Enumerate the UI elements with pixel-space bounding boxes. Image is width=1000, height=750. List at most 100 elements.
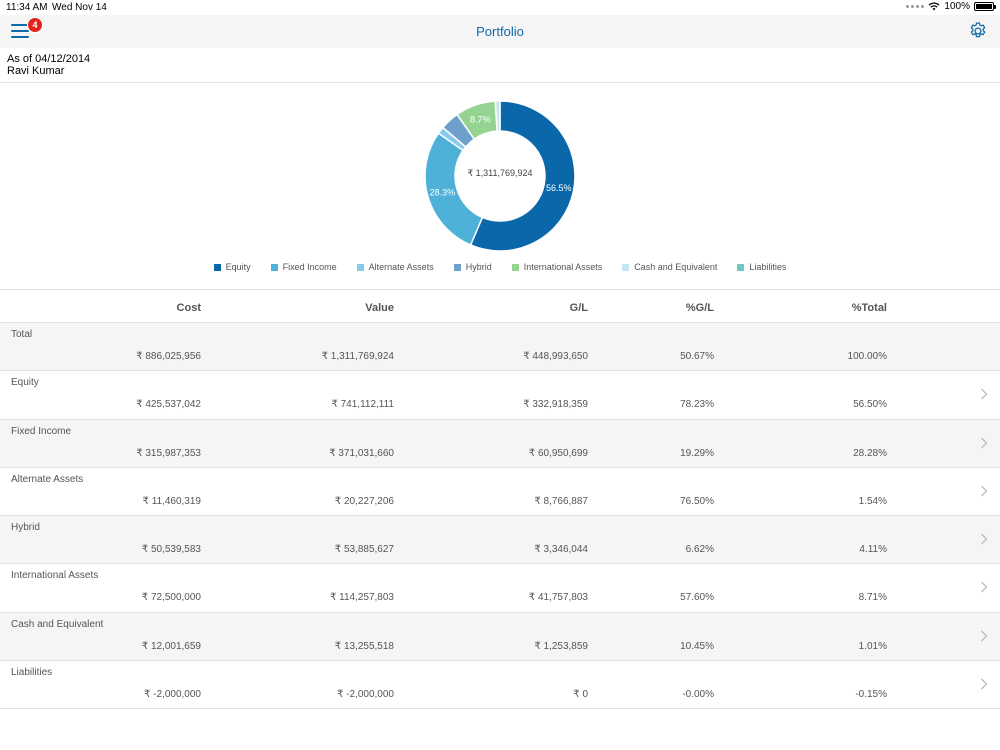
- cell-pct-total: -0.15%: [855, 689, 887, 701]
- legend-swatch: [622, 263, 630, 271]
- cell-cost: ₹ 11,460,319: [142, 495, 201, 507]
- legend-swatch: [213, 263, 221, 271]
- table-row-alternate-assets[interactable]: Alternate Assets ₹ 11,460,319 ₹ 20,227,2…: [0, 467, 1000, 517]
- header-pct-gl: %G/L: [685, 302, 714, 314]
- row-label: Liabilities: [11, 667, 53, 679]
- pie-slice-equity: [469, 100, 576, 252]
- chart-center-label: ₹ 1,311,769,924: [467, 168, 533, 178]
- cell-gl: ₹ 60,950,699: [528, 447, 588, 459]
- as-of-date: As of 04/12/2014: [7, 53, 91, 65]
- notification-badge: 4: [27, 17, 43, 33]
- row-label: Alternate Assets: [11, 473, 84, 485]
- signal-icon: [906, 5, 925, 8]
- divider: [0, 289, 1000, 290]
- row-label: Hybrid: [11, 522, 40, 534]
- cell-value: ₹ 20,227,206: [334, 495, 394, 507]
- cell-cost: ₹ 12,001,659: [141, 640, 201, 652]
- hamburger-icon: [11, 24, 29, 38]
- legend-label: Cash and Equivalent: [634, 262, 718, 272]
- chevron-right-icon[interactable]: [980, 437, 988, 449]
- cell-pct-gl: 76.50%: [680, 495, 714, 507]
- row-label: Equity: [11, 377, 39, 389]
- cell-pct-gl: 50.67%: [680, 351, 714, 362]
- legend-swatch: [453, 263, 461, 271]
- chevron-right-icon[interactable]: [980, 678, 988, 690]
- row-label: Total: [11, 329, 33, 340]
- cell-gl: ₹ 3,346,044: [534, 544, 588, 556]
- legend-label: International Assets: [523, 262, 603, 272]
- battery-icon: [974, 2, 996, 11]
- table-row-hybrid[interactable]: Hybrid ₹ 50,539,583 ₹ 53,885,627 ₹ 3,346…: [0, 516, 1000, 565]
- cell-cost: ₹ 72,500,000: [141, 592, 201, 604]
- slice-label: 28.3%: [430, 188, 456, 198]
- cell-cost: ₹ -2,000,000: [144, 689, 201, 701]
- legend-item-alternate-assets: Alternate Assets: [356, 262, 434, 272]
- cell-pct-total: 28.28%: [853, 447, 887, 459]
- table-row-liabilities[interactable]: Liabilities ₹ -2,000,000 ₹ -2,000,000 ₹ …: [0, 661, 1000, 710]
- cell-pct-gl: 10.45%: [680, 640, 714, 652]
- legend-item-cash-and-equivalent: Cash and Equivalent: [622, 262, 717, 272]
- legend-swatch: [737, 263, 745, 271]
- table-row-fixed-income[interactable]: Fixed Income ₹ 315,987,353 ₹ 371,031,660…: [0, 419, 1000, 468]
- allocation-chart: 56.5% 28.3% 8.7% ₹ 1,311,769,924: [424, 100, 576, 252]
- legend-swatch: [511, 263, 519, 271]
- as-of-block: As of 04/12/2014 Ravi Kumar: [7, 53, 90, 77]
- cell-pct-gl: 78.23%: [680, 399, 714, 411]
- status-date: Wed Nov 14: [52, 2, 107, 13]
- divider: [0, 82, 1000, 83]
- cell-gl: ₹ 332,918,359: [523, 399, 588, 411]
- wifi-icon: [928, 2, 940, 11]
- chart-legend: Equity Fixed Income Alternate Assets Hybrid…: [0, 262, 1000, 272]
- cell-pct-gl: 57.60%: [680, 592, 714, 604]
- table-row-total: Total ₹ 886,025,956 ₹ 1,311,769,924 ₹ 44…: [0, 323, 1000, 372]
- cell-pct-total: 1.01%: [858, 640, 887, 652]
- chevron-right-icon[interactable]: [980, 581, 988, 593]
- header-gl: G/L: [569, 302, 588, 314]
- gear-icon[interactable]: [968, 21, 988, 41]
- cell-pct-gl: 19.29%: [680, 447, 714, 459]
- nav-bar: 4 Portfolio: [0, 15, 1000, 48]
- legend-item-equity: Equity: [213, 262, 251, 272]
- header-cost: Cost: [176, 302, 201, 314]
- cell-pct-total: 4.11%: [859, 544, 887, 556]
- chevron-right-icon[interactable]: [980, 388, 988, 400]
- cell-pct-gl: 6.62%: [685, 544, 714, 556]
- menu-button[interactable]: [11, 24, 29, 40]
- legend-item-fixed-income: Fixed Income: [270, 262, 337, 272]
- table-row-cash-and-equivalent[interactable]: Cash and Equivalent ₹ 12,001,659 ₹ 13,25…: [0, 612, 1000, 662]
- legend-swatch: [270, 263, 278, 271]
- cell-pct-total: 56.50%: [853, 399, 887, 411]
- table-row-equity[interactable]: Equity ₹ 425,537,042 ₹ 741,112,111 ₹ 332…: [0, 371, 1000, 420]
- donut-chart: 56.5% 28.3% 8.7%: [424, 100, 576, 252]
- legend-label: Fixed Income: [282, 262, 337, 272]
- legend-item-hybrid: Hybrid: [453, 262, 492, 272]
- slice-label: 56.5%: [546, 183, 572, 193]
- cell-gl: ₹ 1,253,859: [534, 640, 588, 652]
- cell-value: ₹ 1,311,769,924: [321, 351, 394, 362]
- cell-cost: ₹ 425,537,042: [136, 399, 201, 411]
- legend-label: Hybrid: [465, 262, 492, 272]
- cell-pct-total: 100.00%: [847, 351, 887, 362]
- legend-item-international-assets: International Assets: [511, 262, 603, 272]
- cell-pct-total: 8.71%: [858, 592, 887, 604]
- row-label: International Assets: [11, 570, 99, 582]
- header-value: Value: [365, 302, 394, 314]
- row-label: Cash and Equivalent: [11, 618, 104, 630]
- legend-item-liabilities: Liabilities: [737, 262, 786, 272]
- asset-table: Total ₹ 886,025,956 ₹ 1,311,769,924 ₹ 44…: [0, 323, 1000, 710]
- chevron-right-icon[interactable]: [980, 485, 988, 497]
- status-right: 100%: [906, 1, 996, 12]
- cell-cost: ₹ 50,539,583: [141, 544, 201, 556]
- status-time: 11:34 AM: [6, 2, 48, 13]
- cell-gl: ₹ 8,766,887: [534, 495, 588, 507]
- table-row-international-assets[interactable]: International Assets ₹ 72,500,000 ₹ 114,…: [0, 564, 1000, 613]
- cell-value: ₹ -2,000,000: [337, 689, 394, 701]
- legend-swatch: [356, 263, 364, 271]
- chevron-right-icon[interactable]: [980, 630, 988, 642]
- header-pct-total: %Total: [851, 302, 887, 314]
- cell-value: ₹ 741,112,111: [331, 399, 394, 411]
- legend-label: Alternate Assets: [368, 262, 434, 272]
- chevron-right-icon[interactable]: [980, 533, 988, 545]
- client-name: Ravi Kumar: [7, 65, 65, 77]
- cell-value: ₹ 53,885,627: [334, 544, 394, 556]
